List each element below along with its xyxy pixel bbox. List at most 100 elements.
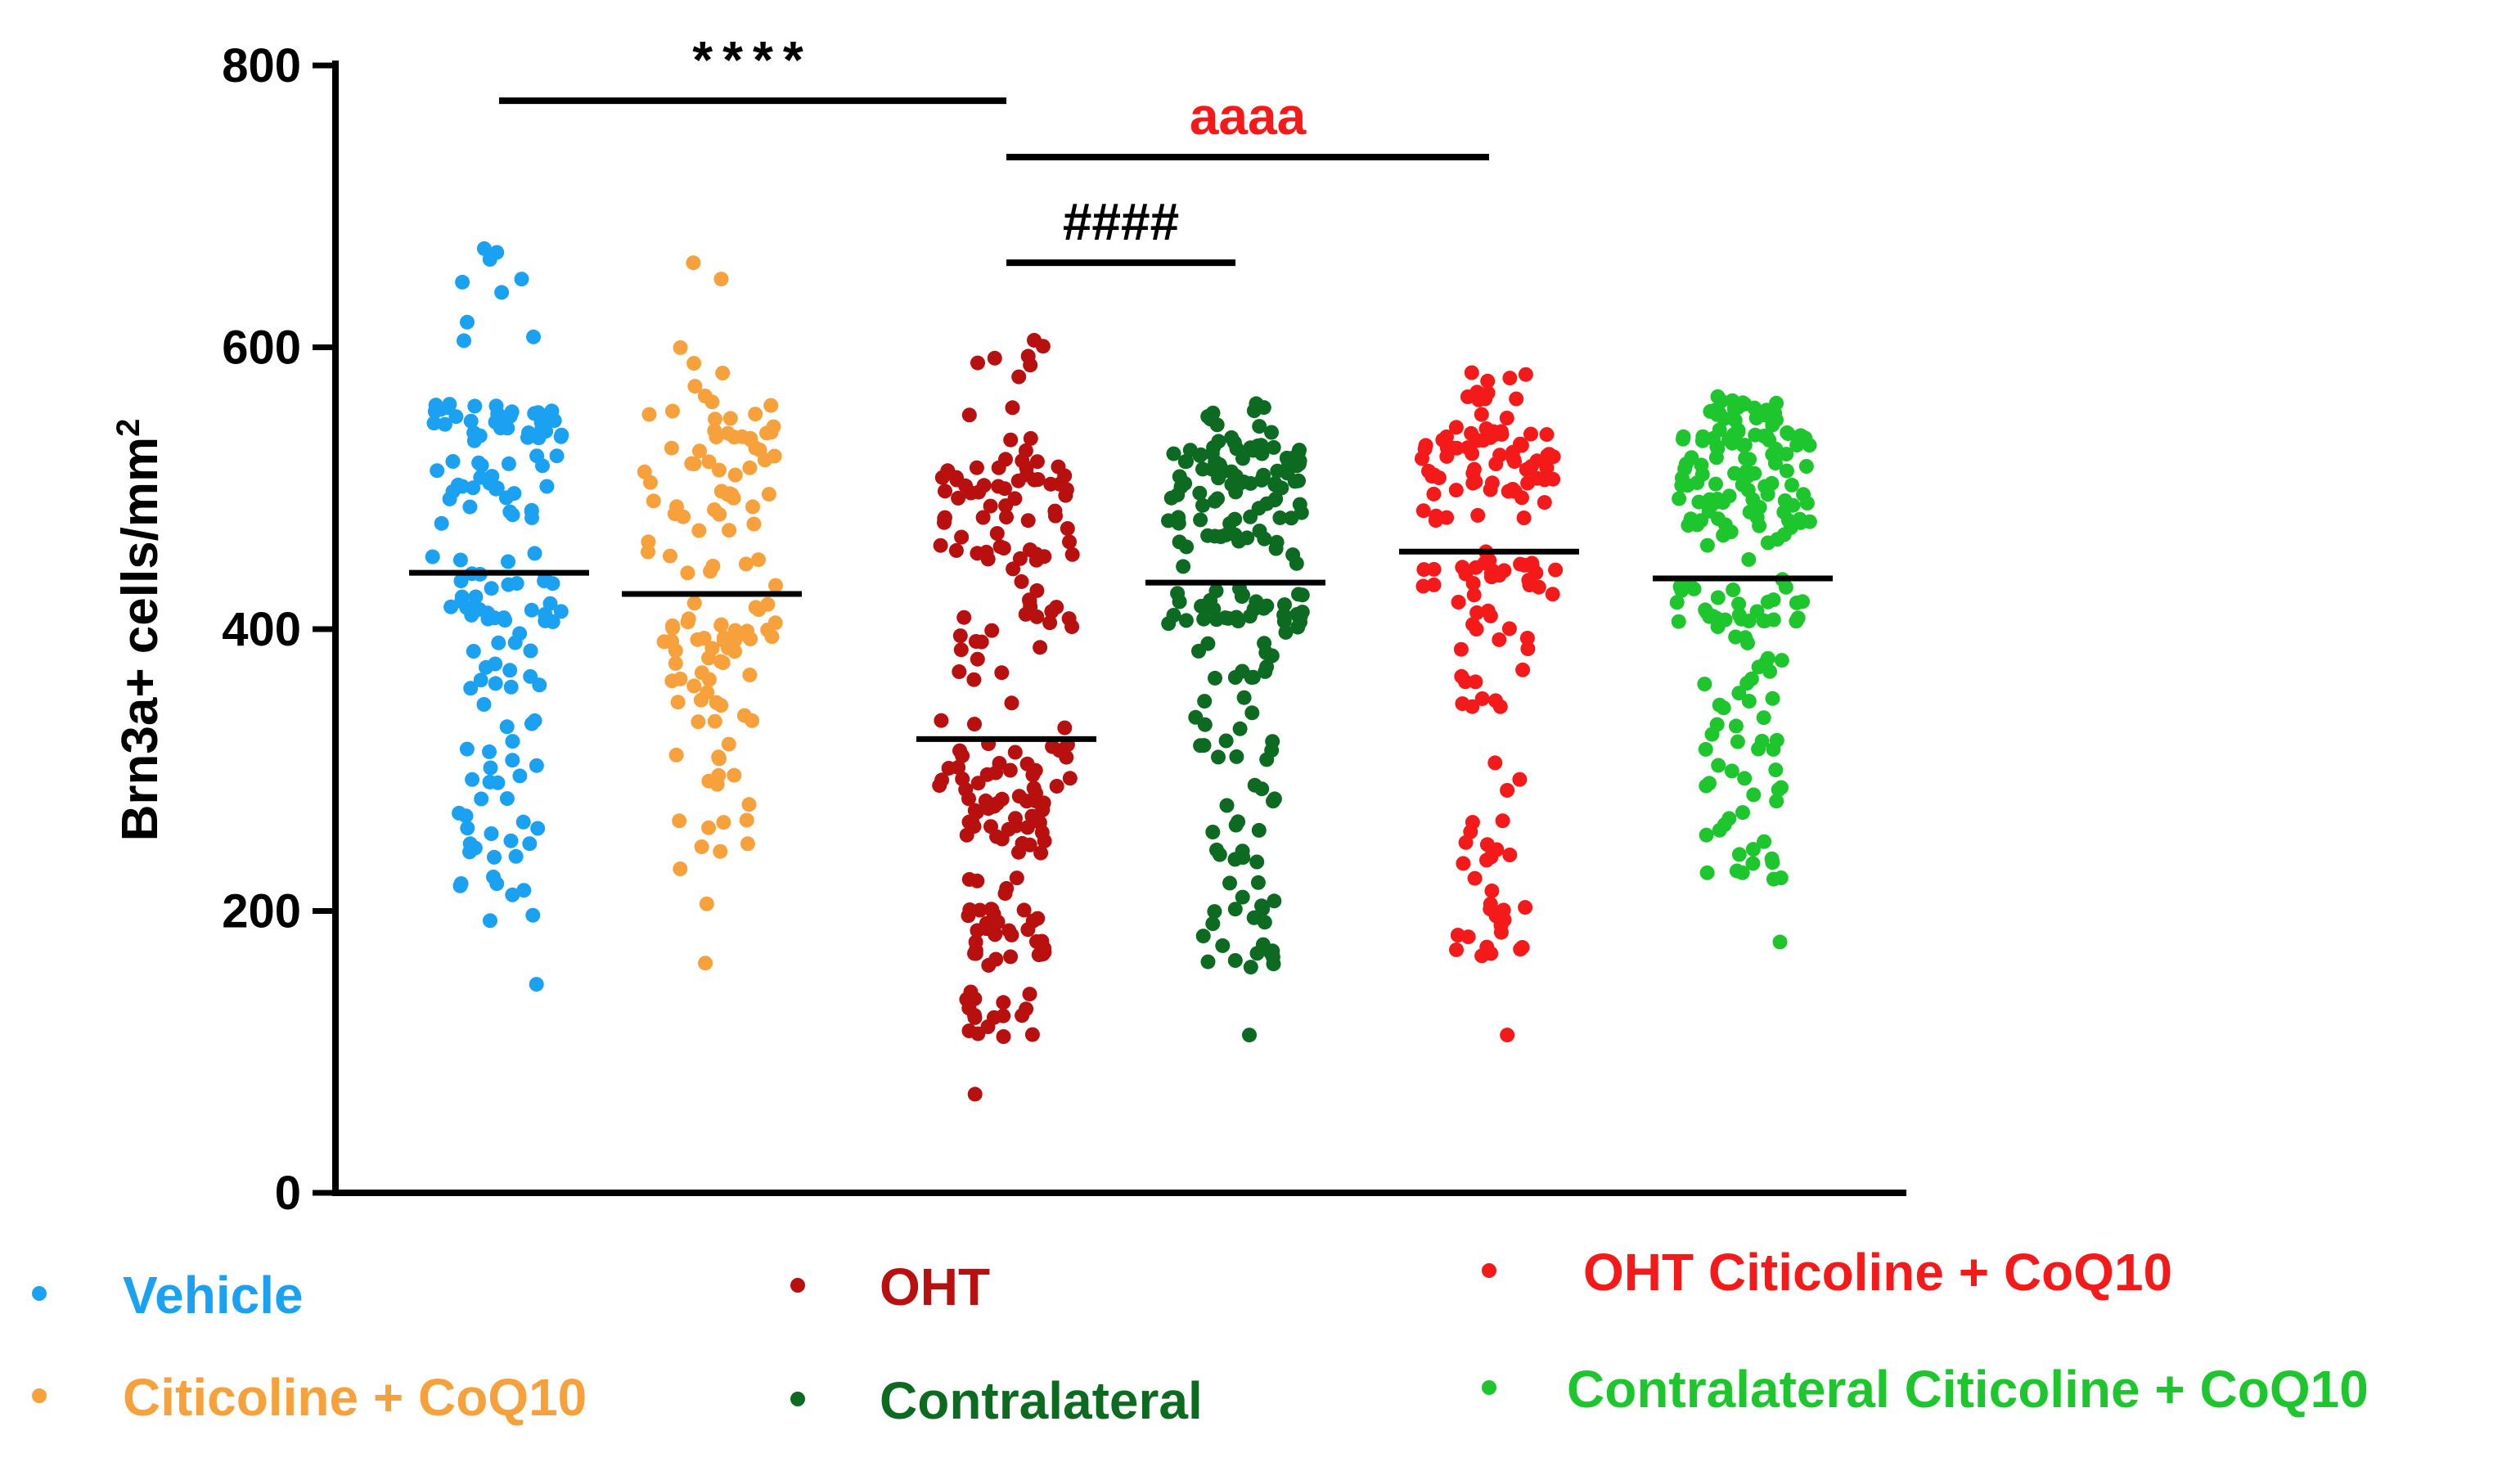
data-point	[999, 510, 1014, 524]
data-point	[721, 736, 736, 752]
data-point	[1709, 439, 1725, 454]
data-point	[952, 628, 968, 644]
data-point	[988, 927, 1003, 942]
data-point	[988, 951, 1004, 967]
data-point	[1044, 604, 1060, 619]
data-point	[1235, 889, 1250, 905]
data-point	[526, 329, 541, 344]
data-point	[1703, 403, 1718, 419]
data-point	[1064, 547, 1080, 562]
data-point	[1255, 901, 1271, 916]
data-point	[738, 556, 754, 572]
data-point	[1694, 466, 1710, 482]
data-point	[488, 481, 504, 497]
data-point	[1756, 710, 1771, 726]
data-point	[1004, 927, 1019, 942]
legend-marker	[32, 1388, 47, 1403]
data-point	[1007, 744, 1023, 760]
data-point	[1745, 492, 1761, 507]
data-point	[998, 452, 1013, 467]
legend-marker	[1482, 1263, 1496, 1278]
data-point	[507, 635, 523, 650]
data-point	[527, 546, 542, 561]
data-point	[697, 389, 713, 403]
data-point	[1483, 482, 1498, 497]
data-point	[482, 774, 497, 789]
data-point	[476, 697, 492, 712]
data-point	[1049, 779, 1064, 794]
data-point	[508, 848, 524, 864]
data-point	[637, 464, 652, 479]
data-point	[483, 760, 498, 776]
data-point	[1726, 583, 1741, 597]
data-point	[1257, 531, 1272, 547]
data-point	[1264, 743, 1280, 758]
data-point	[974, 634, 989, 650]
data-point	[1784, 477, 1799, 493]
data-point	[956, 610, 972, 625]
data-point	[1453, 641, 1469, 657]
data-point	[1514, 438, 1529, 453]
data-point	[1493, 924, 1509, 940]
data-point	[1727, 466, 1743, 481]
data-point	[1022, 987, 1037, 1002]
data-point	[1244, 670, 1259, 685]
data-point	[1708, 450, 1724, 466]
legend: Vehicle Citicoline + CoQ10 OHT Contralatera…	[32, 1243, 2369, 1430]
data-point	[716, 630, 731, 646]
data-point	[1250, 875, 1266, 890]
data-point	[1003, 432, 1019, 448]
data-point	[742, 668, 758, 682]
data-point	[1448, 420, 1464, 435]
data-point	[1728, 718, 1744, 734]
data-point	[691, 714, 706, 730]
data-point	[954, 529, 970, 545]
data-point	[524, 602, 539, 618]
data-point	[467, 398, 483, 414]
data-point	[1798, 459, 1814, 474]
data-point	[1161, 513, 1176, 529]
data-point	[1466, 461, 1482, 477]
data-point	[503, 679, 519, 695]
data-point	[1515, 662, 1531, 677]
data-point	[1767, 456, 1783, 471]
data-point	[1043, 476, 1059, 492]
data-point	[1272, 510, 1288, 525]
data-point	[1229, 610, 1244, 625]
data-point	[1781, 513, 1796, 529]
data-point	[970, 546, 985, 561]
data-point	[1057, 720, 1073, 735]
data-point	[1518, 900, 1533, 915]
data-point	[764, 629, 780, 645]
data-point	[499, 791, 515, 807]
data-point	[949, 472, 965, 488]
data-point	[1242, 1028, 1257, 1043]
series-4-points	[1415, 365, 1564, 1043]
data-point	[715, 366, 731, 380]
data-point	[501, 456, 516, 471]
data-point	[465, 771, 480, 787]
data-point	[1496, 563, 1512, 578]
data-point	[713, 843, 728, 859]
data-point	[1062, 534, 1077, 550]
data-point	[962, 902, 978, 917]
data-point	[686, 596, 702, 611]
data-point	[1464, 425, 1479, 441]
data-point	[997, 481, 1012, 497]
data-point	[736, 708, 752, 723]
data-point	[1465, 815, 1480, 830]
data-point	[1033, 845, 1049, 861]
legend-label: OHT	[880, 1257, 990, 1316]
data-point	[530, 426, 546, 442]
data-point	[455, 274, 470, 290]
data-point	[553, 604, 569, 619]
data-point	[1211, 749, 1226, 765]
data-point	[1460, 389, 1475, 404]
data-point	[1488, 693, 1503, 709]
data-point	[1439, 429, 1454, 444]
data-point	[742, 460, 758, 475]
data-point	[1206, 601, 1222, 617]
data-point	[529, 758, 544, 773]
y-tick-label-800: 800	[222, 39, 301, 92]
data-point	[1045, 739, 1060, 754]
